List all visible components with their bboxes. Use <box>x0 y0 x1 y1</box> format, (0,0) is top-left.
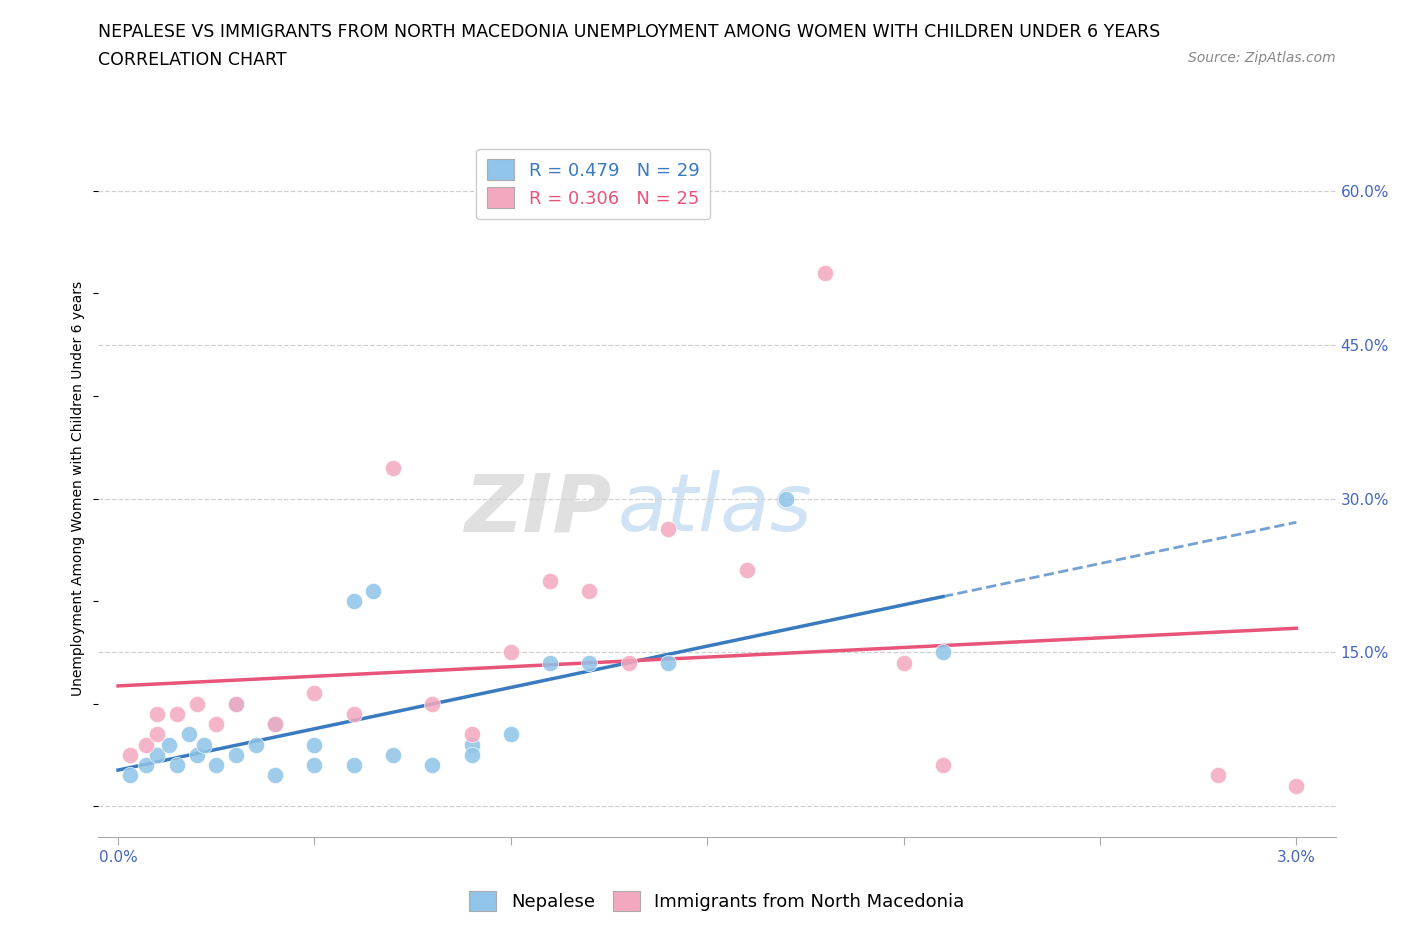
Point <box>343 593 366 608</box>
Text: Source: ZipAtlas.com: Source: ZipAtlas.com <box>1188 51 1336 65</box>
Point <box>146 748 169 763</box>
Point <box>460 748 482 763</box>
Point <box>814 265 837 280</box>
Point <box>1285 778 1308 793</box>
Legend: Nepalese, Immigrants from North Macedonia: Nepalese, Immigrants from North Macedoni… <box>463 884 972 919</box>
Point <box>1206 768 1229 783</box>
Point <box>264 717 287 732</box>
Point <box>264 717 287 732</box>
Point <box>578 656 600 671</box>
Point <box>382 748 405 763</box>
Point <box>166 707 188 722</box>
Point <box>343 758 366 773</box>
Point <box>205 758 228 773</box>
Point <box>225 748 247 763</box>
Point <box>538 573 561 588</box>
Text: atlas: atlas <box>619 471 813 548</box>
Point <box>177 727 200 742</box>
Point <box>499 644 522 659</box>
Point <box>932 644 955 659</box>
Point <box>420 697 443 711</box>
Point <box>205 717 228 732</box>
Text: ZIP: ZIP <box>464 471 612 548</box>
Point <box>186 697 208 711</box>
Point <box>135 758 157 773</box>
Point <box>538 656 561 671</box>
Point <box>932 758 955 773</box>
Point <box>146 707 169 722</box>
Point <box>420 758 443 773</box>
Point <box>382 460 405 475</box>
Point <box>193 737 215 752</box>
Point <box>893 656 915 671</box>
Point <box>166 758 188 773</box>
Point <box>135 737 157 752</box>
Y-axis label: Unemployment Among Women with Children Under 6 years: Unemployment Among Women with Children U… <box>72 281 86 696</box>
Point <box>304 686 326 701</box>
Point <box>157 737 180 752</box>
Point <box>499 727 522 742</box>
Text: CORRELATION CHART: CORRELATION CHART <box>98 51 287 69</box>
Point <box>186 748 208 763</box>
Point <box>735 563 758 578</box>
Point <box>460 727 482 742</box>
Point <box>343 707 366 722</box>
Point <box>118 768 141 783</box>
Point <box>460 737 482 752</box>
Point <box>304 758 326 773</box>
Point <box>363 583 385 598</box>
Point <box>225 697 247 711</box>
Point <box>617 656 640 671</box>
Point <box>304 737 326 752</box>
Point <box>146 727 169 742</box>
Point <box>657 656 679 671</box>
Point <box>118 748 141 763</box>
Point <box>264 768 287 783</box>
Point <box>245 737 267 752</box>
Point <box>775 491 797 506</box>
Point <box>578 583 600 598</box>
Point <box>225 697 247 711</box>
Point <box>657 522 679 537</box>
Text: NEPALESE VS IMMIGRANTS FROM NORTH MACEDONIA UNEMPLOYMENT AMONG WOMEN WITH CHILDR: NEPALESE VS IMMIGRANTS FROM NORTH MACEDO… <box>98 23 1161 41</box>
